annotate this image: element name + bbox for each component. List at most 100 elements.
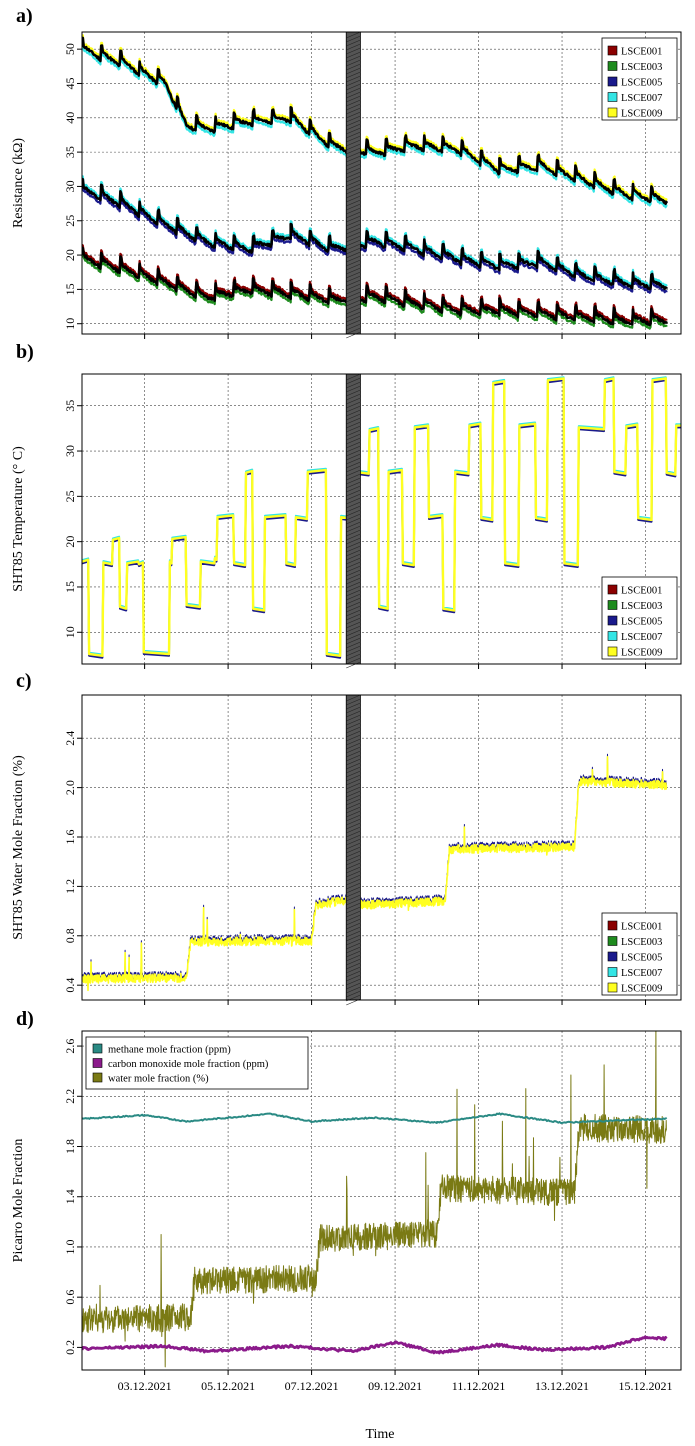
y-tick-label: 0.4	[63, 978, 77, 993]
hatch-line	[346, 243, 361, 251]
x-tick-label: 09.12.2021	[368, 1379, 422, 1393]
hatch-line	[346, 247, 361, 255]
panel-label: b)	[16, 341, 34, 363]
hatch-line	[346, 569, 361, 577]
hatch-line	[346, 151, 361, 159]
y-tick-label: 0.8	[63, 928, 77, 943]
hatch-line	[346, 489, 361, 497]
legend-swatch	[607, 92, 618, 102]
hatch-line	[346, 726, 361, 734]
hatch-line	[346, 746, 361, 754]
hatch-line	[346, 283, 361, 291]
series-line	[82, 1335, 668, 1355]
panel-1: a) 10 15 20 25 30 35 40 45 50 Resistance (kΩ) LSCE0…	[11, 5, 682, 339]
hatch-line	[346, 377, 361, 385]
legend-label: LSCE009	[621, 109, 662, 120]
hatch-line	[346, 910, 361, 918]
y-axis-label: Resistance (kΩ)	[11, 138, 26, 228]
hatch-line	[346, 990, 361, 998]
hatch-line	[346, 271, 361, 279]
legend-swatch	[607, 982, 618, 993]
legend-label: LSCE007	[621, 632, 662, 643]
hatch-line	[346, 605, 361, 613]
hatch-line	[346, 47, 361, 55]
hatch-line	[346, 497, 361, 505]
x-axis-label: Time	[365, 1427, 394, 1442]
legend-swatch	[607, 615, 618, 626]
hatch-line	[346, 505, 361, 513]
hatch-line	[346, 107, 361, 115]
panel-label: c)	[16, 670, 32, 692]
hatch-line	[346, 738, 361, 746]
hatch-line	[346, 870, 361, 878]
hatch-line	[346, 850, 361, 858]
hatch-line	[346, 445, 361, 453]
hatch-line	[346, 401, 361, 409]
series-line	[82, 181, 668, 294]
hatch-line	[346, 593, 361, 601]
y-tick-label: 25	[63, 215, 77, 227]
legend-swatch	[607, 967, 618, 977]
hatch-line	[346, 950, 361, 958]
hatch-line	[346, 255, 361, 263]
x-tick-label: 03.12.2021	[118, 1379, 172, 1393]
hatch-line	[346, 461, 361, 469]
y-tick-label: 2.0	[63, 780, 77, 795]
hatch-line	[346, 565, 361, 573]
hatch-line	[346, 295, 361, 303]
hatch-line	[346, 323, 361, 331]
y-tick-label: 50	[63, 43, 77, 55]
legend-label: carbon monoxide mole fraction (ppm)	[108, 1059, 269, 1070]
hatch-line	[346, 331, 361, 339]
hatch-line	[346, 175, 361, 183]
hatch-line	[346, 842, 361, 850]
hatch-line	[346, 119, 361, 127]
legend-swatch	[607, 951, 618, 962]
hatch-line	[346, 986, 361, 994]
hatch-line	[346, 621, 361, 629]
hatch-line	[346, 814, 361, 822]
legend-swatch	[607, 936, 618, 946]
hatch-line	[346, 982, 361, 990]
x-tick-label: 15.12.2021	[619, 1379, 673, 1393]
hatch-line	[346, 730, 361, 738]
hatch-line	[346, 974, 361, 982]
hatch-line	[346, 159, 361, 167]
hatch-line	[346, 734, 361, 742]
hatch-line	[346, 433, 361, 441]
series-line	[82, 243, 668, 324]
legend-swatch	[607, 600, 618, 610]
plot-frame	[81, 694, 682, 1001]
panel-label: a)	[16, 5, 33, 27]
legend-label: LSCE003	[621, 937, 662, 948]
hatch-line	[346, 633, 361, 641]
hatch-line	[346, 826, 361, 834]
hatch-line	[346, 938, 361, 946]
hatch-line	[346, 71, 361, 79]
hatch-line	[346, 918, 361, 926]
hatch-line	[346, 275, 361, 283]
hatch-line	[346, 315, 361, 323]
hatch-line	[346, 802, 361, 810]
hatch-line	[346, 906, 361, 914]
hatch-line	[346, 83, 361, 91]
hatch-line	[346, 493, 361, 501]
x-tick-label: 05.12.2021	[201, 1379, 255, 1393]
hatch-line	[346, 441, 361, 449]
hatch-line	[346, 585, 361, 593]
hatch-line	[346, 722, 361, 730]
hatch-line	[346, 573, 361, 581]
legend-label: LSCE005	[621, 953, 662, 964]
legend-swatch	[607, 631, 618, 641]
y-tick-label: 2.4	[63, 731, 77, 746]
y-tick-label: 15	[63, 581, 77, 593]
hatch-line	[346, 694, 361, 702]
hatch-line	[346, 327, 361, 335]
hatch-line	[346, 143, 361, 151]
hatch-line	[346, 617, 361, 625]
hatch-line	[346, 103, 361, 111]
hatch-line	[346, 934, 361, 942]
legend-swatch	[607, 45, 618, 56]
hatch-line	[346, 179, 361, 187]
panel-3: c) 0.4 0.8 1.2 1.6 2.0 2.4 SHT85 Water Mole Fra…	[11, 670, 682, 1006]
